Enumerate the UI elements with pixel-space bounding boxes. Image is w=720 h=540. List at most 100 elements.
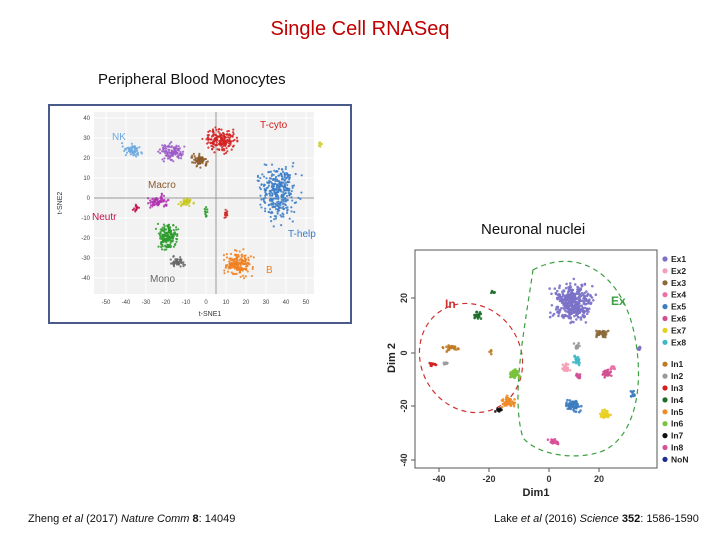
tsne-point (172, 228, 175, 232)
x-tick-label: 10 (223, 300, 230, 306)
tsne-point (558, 295, 561, 299)
tsne-point (223, 216, 226, 219)
tsne-point (478, 311, 482, 314)
tsne-point (280, 215, 283, 218)
tsne-point (473, 316, 476, 320)
tsne-point (259, 194, 262, 197)
tsne-point (166, 232, 169, 235)
tsne-point (284, 181, 288, 184)
tsne-point (175, 238, 179, 241)
tsne-point (215, 128, 218, 131)
tsne-point (587, 307, 591, 310)
tsne-point (232, 128, 235, 131)
tsne-point (608, 371, 611, 375)
tsne-point (561, 290, 564, 294)
tsne-point (172, 245, 175, 248)
in-group-outline (418, 302, 524, 414)
tsne-point (172, 263, 176, 266)
tsne-point (489, 352, 493, 356)
tsne-point (268, 208, 272, 211)
pbmc-tsne-svg: 40 30 20 10 0 -10 -20 -30 -40 -50 -40 -30 -20 -10 0 10… (57, 112, 324, 318)
tsne-point (159, 237, 162, 240)
tsne-point (171, 233, 174, 237)
tsne-point (207, 141, 210, 144)
tsne-point (294, 172, 297, 176)
tsne-point (288, 173, 292, 177)
tsne-point (216, 148, 219, 151)
tsne-point (229, 143, 232, 146)
tsne-point (234, 254, 237, 257)
tsne-point (274, 203, 277, 206)
tsne-point (278, 186, 281, 190)
tsne-point (199, 166, 202, 169)
tsne-point (166, 199, 169, 202)
tsne-point (236, 260, 239, 263)
tsne-point (124, 148, 128, 151)
tsne-point (157, 245, 160, 248)
tsne-point (165, 248, 168, 251)
tsne-point (262, 200, 266, 203)
tsne-point (226, 270, 230, 273)
tsne-point (138, 146, 141, 149)
tsne-point (239, 275, 242, 278)
tsne-point (291, 220, 294, 223)
tsne-point (182, 197, 185, 200)
x-tick-label: 30 (263, 300, 270, 306)
tsne-point (283, 203, 286, 206)
tsne-point (430, 363, 433, 366)
tsne-point (268, 177, 272, 180)
tsne-point (206, 210, 209, 214)
tsne-point (287, 189, 290, 192)
tsne-point (162, 160, 165, 163)
legend-swatch (662, 433, 668, 439)
tsne-point (550, 303, 554, 307)
tsne-point (597, 333, 600, 337)
tsne-point (268, 170, 271, 174)
tsne-point (556, 289, 559, 293)
tsne-point (228, 136, 231, 139)
tsne-point (157, 204, 160, 207)
tsne-point (221, 142, 224, 146)
tsne-point (567, 286, 570, 289)
tsne-point (211, 148, 214, 151)
cluster-label-b: B (266, 265, 273, 276)
cite-volume: 8 (189, 513, 199, 525)
tsne-point (203, 207, 206, 211)
tsne-point (583, 282, 587, 286)
tsne-point (590, 284, 594, 288)
tsne-point (164, 245, 167, 248)
tsne-point (230, 148, 233, 151)
tsne-point (129, 153, 132, 156)
legend-label: In5 (671, 407, 684, 417)
tsne-point (260, 206, 263, 209)
tsne-point (595, 329, 598, 333)
tsne-point (577, 360, 581, 363)
y-tick-label: -10 (81, 216, 90, 222)
y-tick-label: 10 (83, 176, 90, 182)
tsne-point (185, 199, 189, 203)
legend-swatch (662, 256, 668, 262)
tsne-point (179, 265, 182, 268)
tsne-point (610, 374, 613, 377)
tsne-point (238, 271, 242, 274)
tsne-point (271, 173, 274, 176)
tsne-point (582, 300, 586, 304)
tsne-point (507, 398, 511, 401)
tsne-point (601, 372, 605, 376)
tsne-point (269, 198, 273, 201)
tsne-point (166, 243, 169, 247)
tsne-point (194, 161, 197, 164)
tsne-point (204, 205, 208, 209)
tsne-point (164, 228, 168, 231)
tsne-point (131, 145, 134, 149)
tsne-point (291, 186, 294, 189)
tsne-point (514, 368, 517, 371)
x-tick-label: -30 (142, 300, 151, 306)
tsne-point (503, 401, 507, 404)
tsne-point (245, 265, 248, 268)
tsne-point (290, 206, 293, 209)
tsne-point (269, 211, 272, 215)
tsne-point (175, 144, 178, 147)
tsne-point (175, 228, 178, 231)
tsne-point (476, 317, 480, 320)
